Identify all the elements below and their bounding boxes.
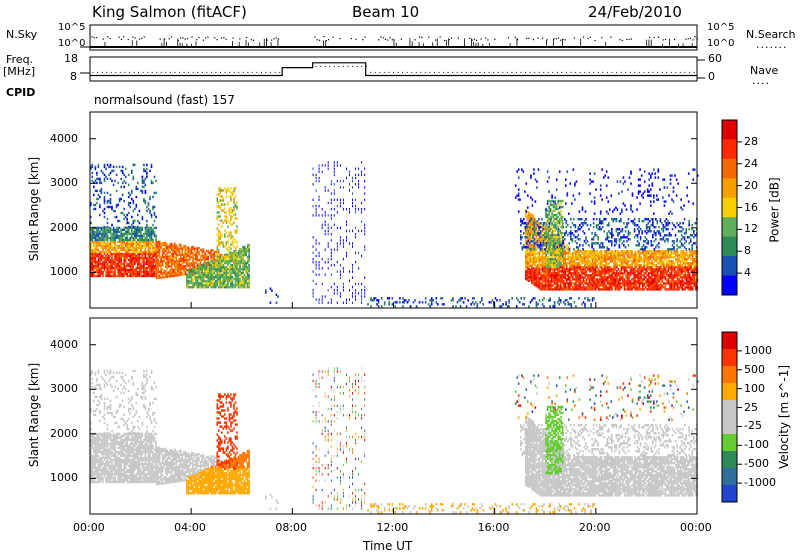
velocity-cbar-tick-5: -100 <box>744 438 769 452</box>
noise-scale-bottom-left: 10^0 <box>58 38 86 49</box>
nsearch-dots: ....... <box>756 38 788 51</box>
velocity-y-tick-4000: 4000 <box>50 337 78 351</box>
velocity-cbar-tick-1: 500 <box>744 362 765 376</box>
x-tick-5: 20:00 <box>578 521 611 534</box>
x-tick-2: 08:00 <box>275 521 308 534</box>
power-cbar-tick-3: 16 <box>744 200 758 214</box>
x-tick-1: 04:00 <box>174 521 206 534</box>
velocity-cbar-tick-2: 100 <box>744 381 765 395</box>
power-cbar-tick-6: 4 <box>744 266 751 280</box>
power-colorbar-label: Power [dB] <box>767 177 782 243</box>
power-cbar-tick-4: 12 <box>744 222 758 236</box>
freq-label: Freq. <box>6 53 34 66</box>
freq-scale-top-right: 60 <box>708 52 722 65</box>
power-y-tick-1000: 1000 <box>50 265 78 279</box>
velocity-cbar-tick-6: -500 <box>744 457 769 471</box>
noise-panel-frame <box>89 24 698 51</box>
noise-scale-top-left: 10^5 <box>58 22 86 33</box>
cpid-label: CPID <box>6 86 36 99</box>
power-y-ticks <box>90 138 697 273</box>
date-title: 24/Feb/2010 <box>588 3 682 21</box>
nsearch-label: N.Search <box>746 28 796 41</box>
velocity-y-tick-1000: 1000 <box>50 471 78 485</box>
power-cbar-tick-5: 8 <box>744 244 751 258</box>
x-tick-4: 16:00 <box>477 521 510 534</box>
power-heatmap <box>90 161 699 308</box>
velocity-cbar-tick-4: -25 <box>744 419 762 433</box>
power-cbar-tick-2: 20 <box>744 178 758 192</box>
station-title: King Salmon (fitACF) <box>92 3 247 21</box>
velocity-cbar-tick-0: 1000 <box>744 343 772 357</box>
velocity-cbar-tick-7: -1000 <box>744 476 776 490</box>
freq-panel-frame <box>89 56 698 82</box>
velocity-colorbar <box>721 331 742 503</box>
velocity-heatmap <box>90 367 699 514</box>
x-tick-6: 00:00 <box>680 521 712 534</box>
power-colorbar <box>721 119 742 296</box>
freq-trace <box>90 62 697 77</box>
velocity-ylabel: Slant Range [km] <box>27 362 42 468</box>
x-tick-0: 00:00 <box>73 521 105 534</box>
freq-scale-bottom-left: 8 <box>70 70 77 83</box>
power-ylabel: Slant Range [km] <box>27 156 42 262</box>
velocity-colorbar-label: Velocity [m s^-1] <box>777 364 792 470</box>
nave-label: Nave <box>750 64 779 77</box>
freq-scale-bottom-right: 0 <box>708 70 715 83</box>
power-y-tick-3000: 3000 <box>50 176 78 190</box>
x-axis-label: Time UT <box>363 539 413 553</box>
power-cbar-tick-0: 28 <box>744 134 758 148</box>
velocity-y-tick-2000: 2000 <box>50 426 78 440</box>
noise-scale-top-right: 10^5 <box>707 22 735 33</box>
cpid-text: normalsound (fast) 157 <box>94 93 235 107</box>
noise-scale-bottom-right: 10^0 <box>707 38 735 49</box>
velocity-y-ticks <box>90 344 697 479</box>
power-y-tick-4000: 4000 <box>50 131 78 145</box>
nsky-label: N.Sky <box>6 28 38 41</box>
nave-dots: .... <box>752 74 770 87</box>
velocity-cbar-tick-3: 25 <box>744 400 758 414</box>
freq-scale-top-left: 18 <box>64 52 78 65</box>
beam-title: Beam 10 <box>352 3 420 21</box>
x-axis-ticks <box>89 302 698 514</box>
x-tick-3: 12:00 <box>376 521 409 534</box>
velocity-y-tick-3000: 3000 <box>50 382 78 396</box>
power-y-tick-2000: 2000 <box>50 220 78 234</box>
noise-trace <box>90 36 698 48</box>
freq-unit-label: [MHz] <box>3 65 36 78</box>
power-cbar-tick-1: 24 <box>744 156 758 170</box>
